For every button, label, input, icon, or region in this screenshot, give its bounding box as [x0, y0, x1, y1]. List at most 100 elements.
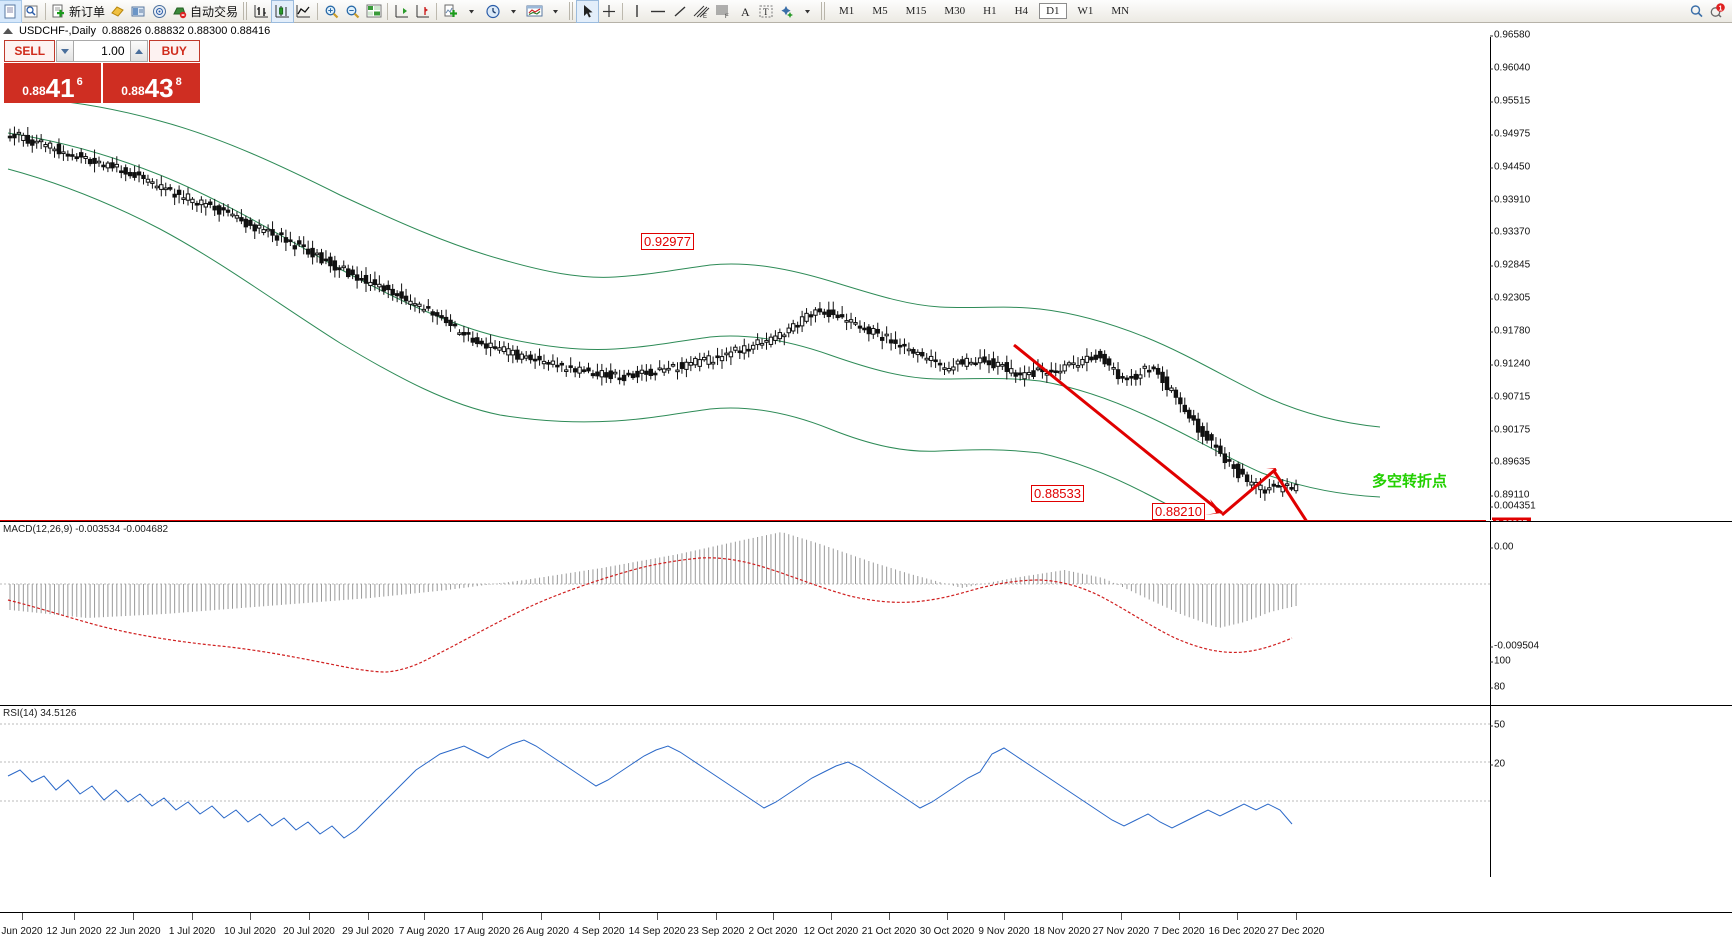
timeframe-m30[interactable]: M30 [944, 5, 966, 17]
shift-chart-button[interactable] [391, 1, 412, 22]
candlestick [1115, 362, 1121, 385]
price-tick: 0.96040 [1489, 62, 1531, 74]
new-chart-button[interactable] [0, 0, 22, 23]
candlestick [1058, 364, 1063, 381]
zoom-out-button[interactable] [342, 1, 363, 22]
new-order-button[interactable]: 新订单 [49, 1, 107, 22]
rsi-pane[interactable]: RSI(14) 34.5126 100 80 50 20 [0, 656, 1732, 877]
volume-decrease-button[interactable] [56, 40, 75, 62]
one-click-trading-panel[interactable]: SELL 1.00 BUY 0.88 41 6 0.88 43 8 [4, 40, 201, 103]
candlestick [497, 341, 502, 354]
equidistant-channel-tool-button[interactable]: E [690, 1, 712, 22]
shapes-tool-button[interactable] [776, 1, 797, 22]
toolbar-grip[interactable] [243, 2, 249, 20]
candlestick [528, 350, 533, 364]
text-label-tool-button[interactable]: T [755, 1, 776, 22]
zoom-in-button[interactable] [321, 1, 342, 22]
candlestick [532, 353, 538, 369]
auto-scroll-button[interactable] [412, 1, 433, 22]
candlestick [866, 324, 872, 342]
timeframe-mn[interactable]: MN [1111, 5, 1130, 17]
timeframe-h1[interactable]: H1 [983, 5, 997, 17]
toolbar-divider-3 [387, 2, 389, 20]
candlestick [377, 275, 382, 293]
candlestick [635, 365, 640, 384]
crosshair-tool-button[interactable] [598, 1, 619, 22]
trendline-tool-button[interactable] [669, 1, 690, 22]
candlestick [755, 333, 760, 350]
sell-price-box[interactable]: 0.88 41 6 [4, 63, 101, 103]
candlestick [942, 362, 947, 376]
candlestick [604, 367, 609, 383]
indicator-dropdown-arrow[interactable] [461, 1, 482, 22]
toolbar-grip-2[interactable] [569, 2, 575, 20]
volume-stepper[interactable]: 1.00 [56, 40, 148, 62]
period-clock-button[interactable] [482, 1, 503, 22]
buy-button[interactable]: BUY [148, 40, 201, 62]
price-tick: 0.93910 [1489, 194, 1531, 206]
timeframe-d1[interactable]: D1 [1039, 3, 1067, 19]
sell-button[interactable]: SELL [4, 40, 56, 62]
navigator-button[interactable] [149, 1, 170, 22]
text-tool-button[interactable]: A [734, 1, 755, 22]
date-tick [74, 913, 75, 920]
turning-point-text-annotation[interactable]: 多空转折点 [1372, 474, 1448, 490]
macd-pane[interactable]: MACD(12,26,9) -0.003534 -0.004682 0.0043… [0, 501, 1732, 705]
vertical-line-tool-button[interactable] [626, 1, 647, 22]
notifications-icon[interactable]: 1 [1707, 1, 1728, 22]
shapes-dropdown-arrow[interactable] [797, 1, 818, 22]
timeframe-w1[interactable]: W1 [1077, 5, 1094, 17]
line-chart-button[interactable] [293, 1, 314, 22]
timeframe-m5[interactable]: M5 [872, 5, 888, 17]
new-order-label: 新订单 [69, 4, 106, 19]
collapse-icon[interactable] [3, 27, 13, 34]
horizontal-level-line[interactable] [0, 520, 1490, 521]
candlestick [34, 134, 39, 149]
timeframe-m1[interactable]: M1 [839, 5, 855, 17]
market-watch-button[interactable] [21, 1, 42, 22]
search-icon[interactable] [1686, 1, 1707, 22]
price-chart-canvas[interactable] [0, 37, 1490, 521]
candlestick [546, 359, 551, 371]
candlestick [92, 149, 97, 173]
date-tick [1296, 913, 1297, 920]
volume-input[interactable]: 1.00 [74, 40, 130, 62]
price-tick: 0.89635 [1489, 456, 1531, 468]
macd-label: MACD(12,26,9) -0.003534 -0.004682 [3, 524, 169, 535]
date-tick [1237, 913, 1238, 920]
data-window-button[interactable] [128, 1, 149, 22]
price-annotation-box[interactable]: 0.92977 [641, 233, 694, 250]
candlestick [368, 274, 373, 291]
buy-price-box[interactable]: 0.88 43 8 [103, 63, 200, 103]
toolbar-grip-3[interactable] [821, 2, 827, 20]
candlestick [279, 227, 284, 243]
cursor-tool-button[interactable] [576, 0, 600, 23]
templates-button[interactable] [524, 1, 545, 22]
date-axis: Jun 2020 12 Jun 2020 22 Jun 2020 1 Jul 2020… [0, 912, 1732, 945]
toolbar-divider-5 [622, 2, 624, 20]
price-pane[interactable]: 0.96580 0.96040 0.95515 0.94975 0.94450 0.939… [0, 30, 1732, 596]
candlestick [973, 357, 978, 367]
candlestick [435, 309, 440, 325]
candlestick-chart-button[interactable] [271, 0, 295, 23]
add-indicator-button[interactable] [440, 1, 461, 22]
period-dropdown-arrow[interactable] [503, 1, 524, 22]
candlestick [1204, 422, 1210, 444]
candlestick [1147, 365, 1152, 378]
history-icon-button[interactable] [107, 1, 128, 22]
price-annotation-box[interactable]: 0.88210 [1152, 503, 1205, 520]
timeframe-m15[interactable]: M15 [905, 5, 927, 17]
volume-increase-button[interactable] [129, 40, 148, 62]
candlestick [1195, 412, 1201, 440]
price-annotation-box[interactable]: 0.88533 [1031, 485, 1084, 502]
fibonacci-tool-button[interactable]: F [712, 1, 734, 22]
timeframe-h4[interactable]: H4 [1014, 5, 1029, 17]
candlestick [884, 326, 889, 344]
candlestick [390, 284, 395, 301]
tile-windows-button[interactable] [363, 1, 384, 22]
autotrade-button[interactable]: 自动交易 [170, 1, 240, 22]
candlestick [844, 313, 849, 331]
templates-dropdown-arrow[interactable] [545, 1, 566, 22]
bar-chart-button[interactable] [251, 1, 272, 22]
horizontal-line-tool-button[interactable] [647, 1, 669, 22]
